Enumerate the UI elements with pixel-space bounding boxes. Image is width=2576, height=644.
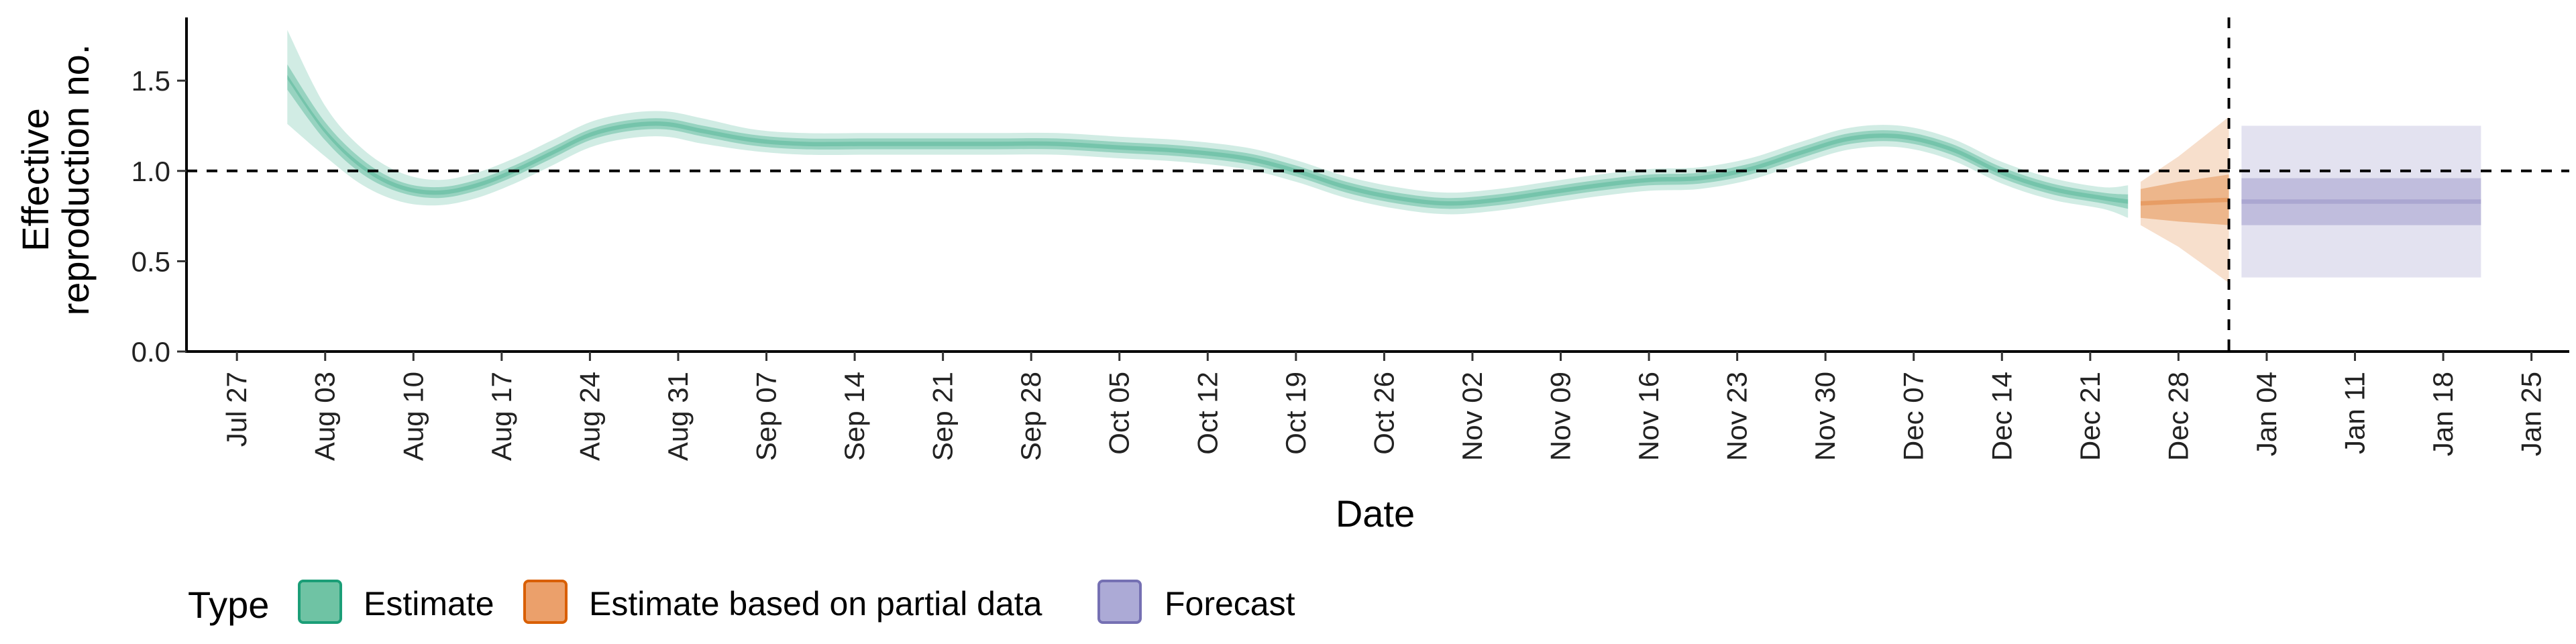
x-tick-label: Jan 11 <box>2339 372 2371 454</box>
ci90-band <box>2241 125 2481 278</box>
x-tick-label: Aug 03 <box>309 372 341 461</box>
legend: Type Estimate Estimate based on partial … <box>188 580 1295 626</box>
y-tick-label: 1.5 <box>131 65 170 97</box>
reference-lines <box>186 17 2569 352</box>
x-tick-label: Nov 16 <box>1633 372 1664 461</box>
x-tick-label: Dec 21 <box>2074 372 2106 461</box>
median-band <box>2241 199 2481 204</box>
series-forecast <box>2241 125 2481 278</box>
x-tick-label: Sep 28 <box>1015 372 1046 461</box>
x-tick-label: Oct 26 <box>1368 372 1399 455</box>
y-tick-label: 0.0 <box>131 336 170 368</box>
plot-area <box>287 30 2481 283</box>
x-tick-label: Aug 17 <box>486 372 517 461</box>
y-axis-title-line-1: Effective <box>14 108 56 252</box>
legend-key-estimate <box>298 580 342 624</box>
ci50-band <box>2141 174 2229 225</box>
x-tick-label: Aug 31 <box>662 372 694 461</box>
x-tick-label: Nov 09 <box>1545 372 1576 461</box>
x-tick-label: Jan 04 <box>2251 372 2282 456</box>
legend-label-estimate: Estimate <box>364 585 494 623</box>
x-tick-label: Jul 27 <box>221 372 252 447</box>
x-axis-title: Date <box>1336 492 1415 535</box>
x-tick-label: Nov 23 <box>1721 372 1753 461</box>
x-tick-label: Oct 19 <box>1280 372 1311 455</box>
series-estimate <box>287 30 2129 218</box>
ci50-band <box>2241 178 2481 225</box>
x-tick-label: Aug 24 <box>574 372 605 461</box>
series-estimate-based-on-partial-data <box>2141 117 2229 283</box>
legend-key-forecast <box>1097 580 1142 624</box>
x-tick-label: Nov 30 <box>1809 372 1841 461</box>
x-tick-label: Sep 14 <box>839 372 870 461</box>
x-tick-label: Oct 12 <box>1191 372 1223 455</box>
axes: 0.0 0.5 1.0 1.5 Jul 27 Aug 03 Aug 10 Aug 17 Aug … <box>131 17 2569 461</box>
legend-label-forecast: Forecast <box>1165 585 1295 623</box>
legend-title: Type <box>188 584 269 626</box>
x-tick-label: Sep 07 <box>751 372 782 461</box>
legend-label-partial: Estimate based on partial data <box>589 585 1042 623</box>
x-tick-label: Sep 21 <box>927 372 959 461</box>
x-tick-label: Aug 10 <box>397 372 429 461</box>
x-tick-label: Jan 25 <box>2516 372 2547 456</box>
y-tick-label: 0.5 <box>131 246 170 277</box>
ci90-band <box>2141 117 2229 283</box>
y-tick-label: 1.0 <box>131 156 170 187</box>
ci90-band <box>287 30 2129 218</box>
x-tick-label: Dec 07 <box>1898 372 1929 461</box>
y-axis-title-line-2: reproduction no. <box>54 44 97 316</box>
x-tick-label: Jan 18 <box>2427 372 2459 456</box>
legend-key-partial <box>523 580 568 624</box>
median-band <box>2141 197 2229 206</box>
x-tick-label: Dec 14 <box>1986 372 2017 461</box>
x-tick-label: Dec 28 <box>2162 372 2194 461</box>
x-tick-label: Nov 02 <box>1456 372 1488 461</box>
x-tick-label: Oct 05 <box>1104 372 1135 455</box>
y-axis-title: Effective reproduction no. <box>14 44 97 316</box>
